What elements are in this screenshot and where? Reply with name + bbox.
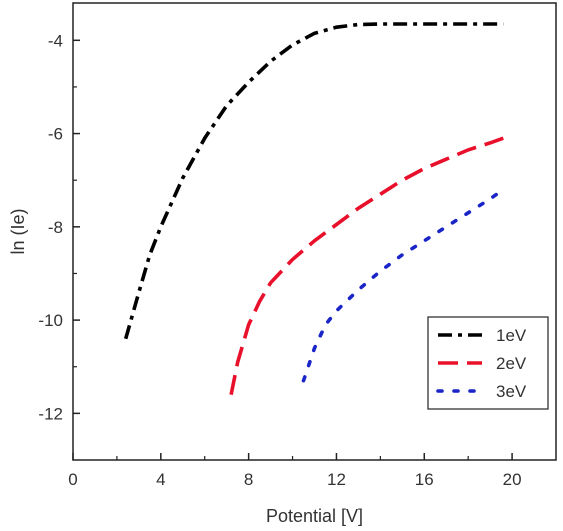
legend-label-3ev: 3eV [496,382,527,401]
plot-series [123,22,506,396]
y-tick-label: -10 [38,311,63,330]
x-tick-label: 12 [327,470,346,489]
legend: 1eV 2eV 3eV [427,316,549,410]
y-tick-label: -8 [48,218,63,237]
x-tick-label: 4 [156,470,165,489]
x-tick-label: 16 [415,470,434,489]
y-tick-label: -6 [48,125,63,144]
x-tick-label: 8 [244,470,253,489]
x-tick-label: 0 [68,470,77,489]
legend-label-1ev: 1eV [496,326,527,345]
y-axis: -12 -10 -8 -6 -4 [38,31,80,423]
x-axis-title: Potential [V] [266,506,363,526]
series-line-1ev [123,22,504,340]
plot-frame [72,2,557,461]
x-axis: 0 4 8 12 16 20 [68,453,522,489]
series-line-2ev [229,136,504,396]
x-tick-label: 20 [503,470,522,489]
y-tick-label: -12 [38,404,63,423]
y-axis-title: ln (Ie) [8,208,28,254]
y-tick-label: -4 [48,31,63,50]
legend-label-2ev: 2eV [496,354,527,373]
